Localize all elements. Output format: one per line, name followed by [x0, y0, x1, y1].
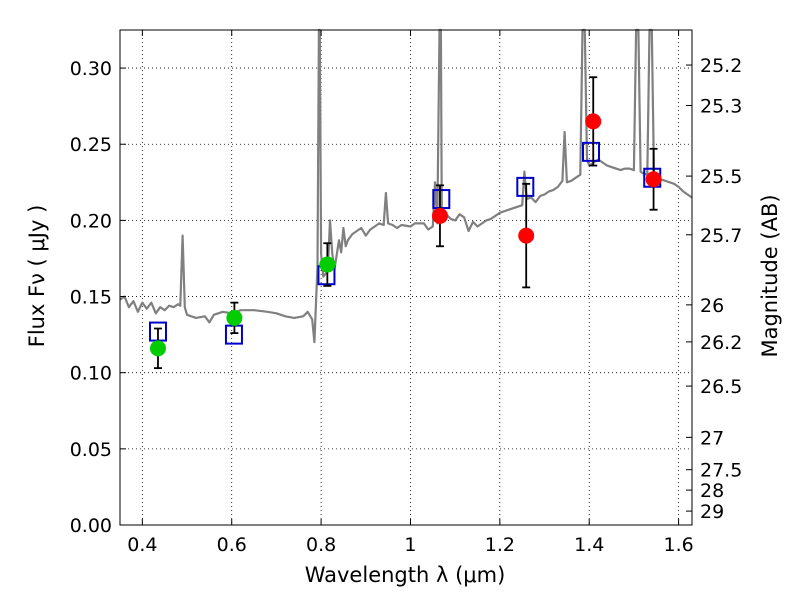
y-tick-label: 0.25	[70, 134, 112, 156]
mag-tick-label: 29	[700, 501, 724, 523]
mag-tick-label: 27.5	[700, 460, 742, 482]
mag-tick-label: 26.2	[700, 332, 742, 354]
mag-tick-label: 27	[700, 427, 724, 449]
mag-tick-label: 26.5	[700, 376, 742, 398]
x-tick-label: 0.4	[127, 534, 157, 556]
y-tick-label: 0.30	[70, 58, 112, 80]
ticks	[120, 30, 692, 526]
x-tick-label: 1	[404, 534, 416, 556]
x-tick-label: 1.6	[663, 534, 693, 556]
x-tick-label: 1.2	[485, 534, 515, 556]
tick-labels: 0.4 0.6 0.8 1 1.2 1.4 1.6 0.00 0.05 0.10 0.15 0.20 0…	[70, 55, 743, 556]
y-tick-label: 0.20	[70, 210, 112, 232]
y-tick-label: 0.00	[70, 515, 112, 537]
x-tick-label: 0.6	[217, 534, 247, 556]
y-tick-label: 0.05	[70, 439, 112, 461]
mag-tick-label: 28	[700, 480, 724, 502]
y-axis-title: Flux Fν ( μJy )	[25, 205, 49, 348]
mag-tick-label: 25.5	[700, 166, 742, 188]
y-tick-label: 0.10	[70, 363, 112, 385]
mag-tick-label: 25.2	[700, 55, 742, 77]
observed-flux-point	[319, 256, 336, 273]
observed-flux-point	[226, 309, 243, 326]
x-tick-label: 1.4	[574, 534, 604, 556]
x-tick-label: 0.8	[306, 534, 336, 556]
observed-flux-point	[645, 171, 662, 188]
x-axis-title: Wavelength λ (μm)	[305, 563, 506, 587]
mag-tick-label: 26	[700, 295, 724, 317]
observed-flux-point	[431, 207, 448, 224]
observed-flux-point	[585, 113, 602, 130]
model-photometry-square	[582, 141, 601, 162]
data-points	[148, 76, 662, 370]
observed-flux-point	[518, 227, 535, 244]
plot-frame	[119, 29, 693, 526]
observed-flux-point	[149, 340, 166, 357]
y-axis-right-title: Magnitude (AB)	[758, 194, 782, 357]
mag-tick-label: 25.3	[700, 96, 742, 118]
y-tick-label: 0.15	[70, 287, 112, 309]
mag-tick-label: 25.7	[700, 225, 742, 247]
